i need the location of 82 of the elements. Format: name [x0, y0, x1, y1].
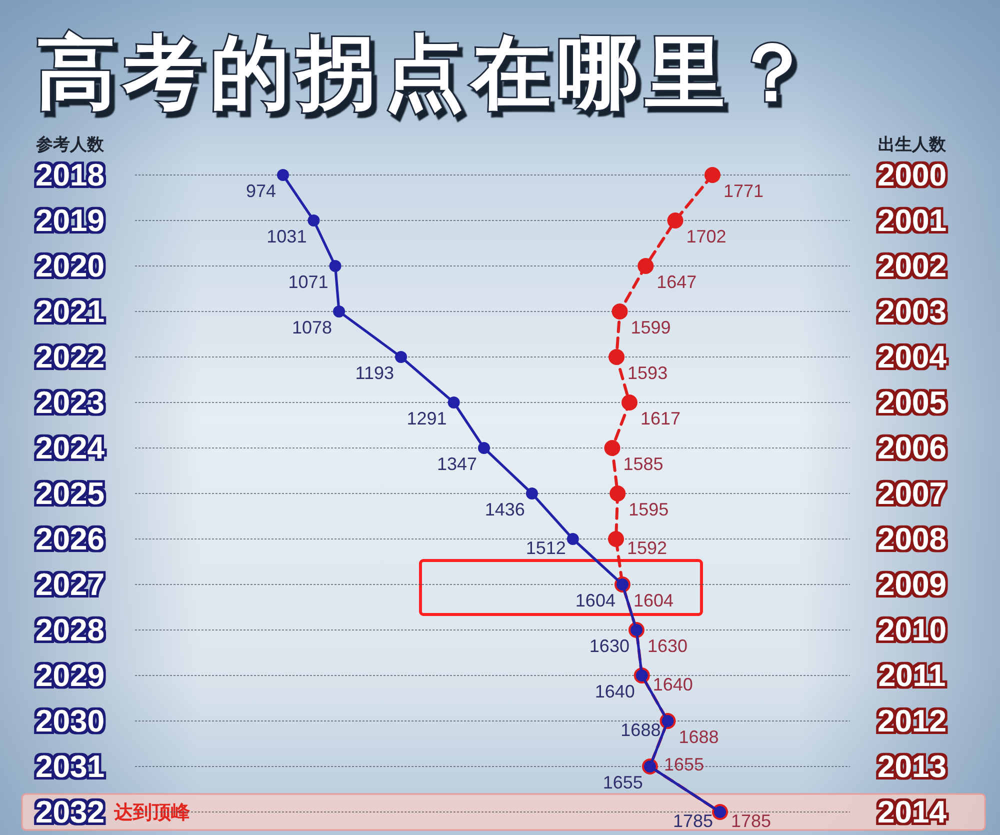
y2-tick-label: 2009	[878, 567, 946, 602]
point	[526, 488, 538, 500]
point	[333, 306, 346, 318]
data-label: 1071	[288, 272, 328, 292]
point	[395, 351, 408, 363]
y-tick-label: 2029	[36, 658, 104, 693]
data-label: 1688	[620, 720, 661, 740]
data-label: 1655	[664, 754, 704, 774]
y-tick-label: 2025	[36, 476, 104, 511]
data-label: 1078	[292, 318, 332, 338]
data-label: 1193	[355, 363, 394, 383]
data-label: 1702	[686, 226, 726, 246]
y2-tick-label: 2011	[878, 658, 946, 693]
data-label: 1592	[627, 538, 668, 558]
point	[478, 442, 490, 454]
y2-tick-label: 2000	[878, 158, 946, 192]
data-label: 1640	[594, 682, 635, 702]
y-tick-label: 2023	[36, 385, 104, 420]
point	[610, 486, 626, 502]
point	[566, 533, 579, 545]
y-tick-label: 2026	[36, 522, 104, 556]
data-label: 1647	[656, 272, 697, 292]
y2-tick-label: 2004	[878, 340, 948, 374]
data-label: 1347	[436, 454, 477, 474]
data-label: 1785	[672, 811, 713, 831]
y-tick-label: 2022	[36, 340, 104, 374]
y-tick-label: 2030	[36, 704, 104, 738]
y2-tick-label: 2005	[878, 385, 946, 420]
data-label: 1785	[731, 811, 772, 831]
y-tick-label: 2027	[36, 567, 104, 602]
point	[329, 260, 342, 272]
point	[621, 394, 638, 410]
point	[667, 212, 684, 228]
y2-tick-label: 2003	[878, 294, 946, 329]
chart-title: 高考的拐点在哪里？	[36, 28, 819, 117]
point	[448, 396, 460, 408]
y-tick-label: 2032	[36, 794, 104, 830]
point	[604, 440, 620, 456]
data-label: 1655	[602, 772, 643, 792]
data-label: 1604	[575, 590, 616, 610]
data-label: 1512	[526, 538, 566, 558]
y-tick-label: 2031	[36, 749, 104, 784]
y2-tick-label: 2010	[878, 612, 946, 648]
y2-tick-label: 2002	[878, 248, 946, 284]
y2-tick-label: 2001	[878, 203, 946, 238]
data-label: 1593	[628, 363, 668, 383]
data-label: 1599	[630, 318, 671, 338]
data-label: 1604	[633, 590, 674, 610]
y2-tick-label: 2013	[878, 749, 946, 784]
y2-tick-label: 2006	[878, 430, 946, 466]
point	[608, 531, 624, 547]
y2-tick-label: 2008	[878, 522, 946, 556]
data-label: 1595	[628, 500, 669, 520]
data-label: 1585	[623, 454, 664, 474]
y-tick-label: 2018	[36, 158, 104, 192]
y-axis-title: 参考人数	[35, 135, 105, 154]
point	[308, 214, 320, 226]
data-label: 974	[246, 181, 276, 201]
data-label: 1436	[484, 500, 525, 520]
data-label: 1291	[406, 408, 447, 428]
data-label: 1688	[678, 727, 719, 747]
data-label: 1771	[723, 181, 764, 201]
y-tick-label: 2028	[36, 612, 104, 648]
text: 出生人数	[878, 135, 947, 154]
data-label: 1031	[266, 226, 307, 246]
point	[277, 169, 289, 181]
data-label: 1630	[589, 636, 630, 656]
point	[704, 167, 720, 183]
data-label: 1617	[640, 408, 681, 428]
point	[612, 304, 628, 320]
data-label: 1630	[647, 636, 688, 656]
point	[608, 349, 625, 365]
point	[638, 258, 654, 274]
y-tick-label: 2024	[36, 430, 106, 466]
y-tick-label: 2019	[36, 203, 104, 238]
y2-tick-label: 2014	[878, 794, 948, 830]
data-label: 1640	[652, 674, 693, 694]
y-tick-label: 2021	[36, 294, 104, 329]
y-tick-label: 2020	[36, 248, 104, 284]
y2-tick-label: 2012	[878, 704, 946, 738]
band-label: 达到顶峰	[113, 802, 191, 824]
y2-tick-label: 2007	[878, 476, 946, 511]
